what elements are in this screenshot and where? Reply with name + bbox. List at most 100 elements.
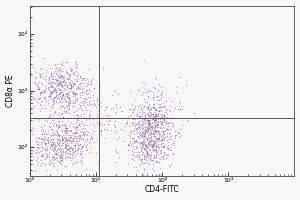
Point: [73, 96, 77, 99]
Point: [41, 90, 46, 93]
Point: [86, 114, 91, 117]
Point: [48, 113, 52, 116]
Point: [137, 158, 142, 161]
Point: [84, 132, 89, 136]
Point: [48, 142, 53, 145]
Point: [56, 143, 61, 146]
Point: [151, 105, 156, 108]
Point: [137, 153, 142, 156]
Point: [159, 143, 164, 146]
Point: [145, 118, 150, 122]
Point: [159, 134, 164, 138]
Point: [78, 156, 83, 160]
Point: [171, 143, 176, 146]
Point: [161, 145, 166, 148]
Point: [162, 132, 167, 135]
Point: [55, 63, 60, 66]
Point: [65, 72, 70, 75]
Point: [141, 125, 146, 128]
Point: [37, 79, 42, 83]
Point: [65, 143, 70, 146]
Point: [140, 129, 145, 132]
Point: [77, 149, 82, 153]
Point: [63, 146, 68, 150]
Point: [56, 125, 60, 129]
Point: [62, 147, 67, 150]
Point: [142, 143, 147, 147]
Point: [154, 99, 159, 102]
Point: [141, 127, 146, 130]
Point: [64, 99, 68, 102]
Point: [80, 78, 85, 81]
Point: [47, 163, 52, 166]
Point: [55, 139, 60, 142]
Point: [74, 128, 79, 131]
Point: [63, 76, 68, 80]
Point: [44, 149, 48, 152]
Point: [47, 82, 52, 86]
Point: [104, 106, 109, 109]
Point: [152, 106, 157, 109]
Point: [154, 113, 158, 116]
Point: [155, 142, 160, 145]
Point: [76, 118, 80, 121]
Point: [60, 76, 65, 79]
Point: [32, 81, 37, 84]
Point: [142, 133, 146, 136]
Point: [52, 118, 57, 121]
Point: [137, 162, 142, 166]
Point: [62, 79, 67, 82]
Point: [52, 87, 57, 90]
Point: [77, 104, 82, 107]
Point: [126, 142, 130, 145]
Point: [157, 99, 161, 102]
Point: [145, 117, 149, 120]
Point: [142, 129, 147, 132]
Point: [61, 138, 66, 141]
Point: [89, 132, 94, 135]
Point: [161, 145, 166, 148]
Point: [110, 94, 114, 97]
Point: [169, 135, 173, 138]
Point: [47, 126, 52, 129]
Point: [134, 128, 138, 131]
Point: [75, 161, 80, 164]
Point: [151, 105, 156, 108]
Point: [146, 96, 151, 99]
Point: [68, 135, 73, 138]
Point: [137, 126, 142, 130]
Point: [86, 95, 91, 98]
Point: [77, 123, 82, 127]
Point: [151, 156, 156, 159]
Point: [158, 156, 163, 159]
Point: [62, 81, 67, 84]
Point: [154, 119, 159, 122]
Point: [153, 150, 158, 154]
Point: [160, 139, 165, 142]
Point: [115, 92, 120, 95]
Point: [40, 147, 45, 150]
Point: [135, 126, 140, 129]
Point: [68, 101, 73, 105]
Point: [147, 125, 152, 129]
Point: [103, 105, 108, 108]
Point: [130, 150, 134, 153]
Point: [83, 127, 88, 130]
Point: [144, 90, 149, 93]
Point: [80, 86, 85, 89]
Point: [153, 130, 158, 134]
Point: [61, 76, 66, 79]
Point: [36, 117, 40, 120]
Point: [139, 116, 144, 120]
Point: [144, 125, 148, 128]
Point: [64, 60, 69, 63]
Point: [87, 67, 92, 70]
Point: [152, 144, 157, 147]
Point: [36, 137, 41, 140]
Point: [74, 147, 79, 151]
Point: [68, 140, 73, 143]
Point: [130, 153, 135, 156]
Point: [89, 134, 94, 137]
Point: [42, 77, 46, 81]
Point: [35, 146, 40, 149]
